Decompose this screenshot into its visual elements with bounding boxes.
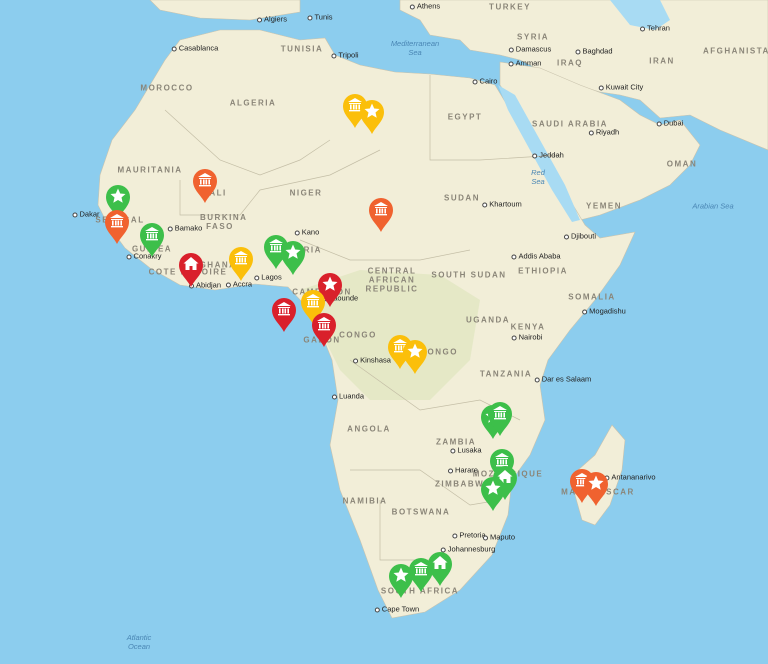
house-icon xyxy=(179,253,203,287)
house-icon xyxy=(428,552,452,586)
map-marker-green[interactable] xyxy=(139,222,165,258)
map-marker-green[interactable] xyxy=(408,557,434,593)
map-marker-green[interactable] xyxy=(263,234,289,270)
map-marker-green[interactable] xyxy=(427,551,453,587)
house-icon xyxy=(493,466,517,500)
museum-icon xyxy=(490,449,514,483)
star-icon xyxy=(389,564,413,598)
map-marker-orange[interactable] xyxy=(192,168,218,204)
museum-icon xyxy=(140,223,164,257)
museum-icon xyxy=(488,402,512,436)
map-marker-green[interactable] xyxy=(480,476,506,512)
map-marker-yellow[interactable] xyxy=(402,339,428,375)
star-icon xyxy=(281,241,305,275)
map-marker-red[interactable] xyxy=(317,272,343,308)
star-icon xyxy=(318,273,342,307)
map-marker-red[interactable] xyxy=(178,252,204,288)
star-icon xyxy=(106,185,130,219)
map-marker-green[interactable] xyxy=(487,401,513,437)
museum-icon xyxy=(343,94,367,128)
museum-icon xyxy=(193,169,217,203)
rainforest-tint xyxy=(300,270,480,400)
map-marker-green[interactable] xyxy=(492,465,518,501)
star-icon xyxy=(360,100,384,134)
map-marker-yellow[interactable] xyxy=(359,99,385,135)
map-marker-green[interactable] xyxy=(489,448,515,484)
museum-icon xyxy=(369,198,393,232)
map-marker-yellow[interactable] xyxy=(228,246,254,282)
red-sea xyxy=(498,85,580,222)
map-marker-orange[interactable] xyxy=(583,471,609,507)
museum-icon xyxy=(229,247,253,281)
museum-icon xyxy=(312,313,336,347)
map-marker-yellow[interactable] xyxy=(342,93,368,129)
map-marker-orange[interactable] xyxy=(104,209,130,245)
star-icon xyxy=(481,477,505,511)
star-icon xyxy=(584,472,608,506)
map-marker-yellow[interactable] xyxy=(300,289,326,325)
map-marker-green[interactable] xyxy=(388,563,414,599)
museum-icon xyxy=(301,290,325,324)
map-marker-red[interactable] xyxy=(271,297,297,333)
star-icon xyxy=(403,340,427,374)
museum-icon xyxy=(409,558,433,592)
museum-icon xyxy=(264,235,288,269)
map-marker-green[interactable] xyxy=(105,184,131,220)
map-marker-orange[interactable] xyxy=(368,197,394,233)
map-marker-green[interactable] xyxy=(280,240,306,276)
caspian-sea xyxy=(610,0,670,30)
map-marker-red[interactable] xyxy=(311,312,337,348)
museum-icon xyxy=(105,210,129,244)
museum-icon xyxy=(272,298,296,332)
